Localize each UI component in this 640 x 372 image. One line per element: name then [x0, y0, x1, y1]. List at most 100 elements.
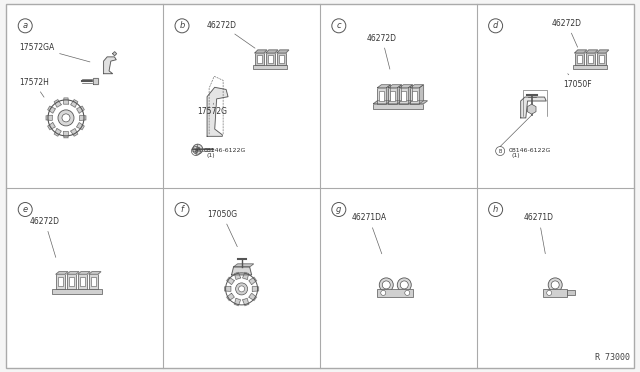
Polygon shape: [104, 57, 116, 74]
Bar: [67, 274, 76, 289]
Text: 17572GA: 17572GA: [19, 43, 90, 62]
Bar: [279, 55, 284, 63]
Bar: [52, 289, 102, 294]
Polygon shape: [234, 298, 241, 305]
Text: 46271D: 46271D: [524, 213, 554, 254]
Bar: [78, 274, 87, 289]
Bar: [377, 289, 413, 297]
Polygon shape: [388, 85, 401, 88]
Circle shape: [404, 291, 410, 295]
Text: 17572G: 17572G: [198, 103, 228, 116]
Polygon shape: [521, 97, 546, 118]
Bar: [596, 53, 605, 65]
Text: e: e: [22, 205, 28, 214]
Polygon shape: [575, 50, 587, 53]
Polygon shape: [408, 85, 412, 104]
Polygon shape: [113, 52, 116, 56]
Bar: [598, 55, 604, 63]
Text: B: B: [196, 147, 200, 152]
Polygon shape: [419, 85, 424, 104]
Text: R 73000: R 73000: [595, 353, 630, 362]
Polygon shape: [387, 85, 390, 104]
Polygon shape: [80, 115, 86, 121]
Polygon shape: [255, 50, 267, 53]
Bar: [380, 91, 385, 101]
Text: (1): (1): [511, 153, 520, 157]
Polygon shape: [596, 50, 609, 53]
Circle shape: [236, 283, 248, 295]
Bar: [575, 53, 584, 65]
Text: 46272D: 46272D: [367, 33, 397, 69]
Text: f: f: [180, 205, 184, 214]
Polygon shape: [232, 267, 252, 275]
Bar: [410, 88, 419, 104]
Polygon shape: [234, 264, 253, 267]
Bar: [412, 91, 417, 101]
Polygon shape: [227, 293, 234, 301]
Polygon shape: [56, 272, 68, 274]
Bar: [69, 277, 74, 286]
Text: c: c: [337, 21, 341, 30]
Text: 17050G: 17050G: [207, 210, 237, 247]
Circle shape: [381, 291, 386, 295]
Bar: [378, 88, 387, 104]
Polygon shape: [243, 298, 249, 305]
Bar: [588, 55, 593, 63]
Polygon shape: [249, 293, 257, 301]
Polygon shape: [410, 85, 424, 88]
Text: 17572H: 17572H: [19, 78, 49, 97]
Bar: [56, 274, 65, 289]
Text: b: b: [179, 21, 185, 30]
Text: 46272D: 46272D: [207, 21, 255, 48]
Bar: [586, 53, 595, 65]
Polygon shape: [63, 98, 68, 104]
Bar: [390, 91, 396, 101]
Bar: [80, 277, 85, 286]
Polygon shape: [252, 286, 259, 291]
Circle shape: [548, 278, 562, 292]
Bar: [573, 65, 607, 69]
Text: 46272D: 46272D: [30, 217, 60, 257]
Bar: [543, 289, 567, 297]
Circle shape: [193, 144, 203, 154]
Circle shape: [239, 286, 244, 292]
Circle shape: [400, 281, 408, 289]
Text: h: h: [493, 205, 499, 214]
Text: 17050F: 17050F: [563, 74, 591, 89]
Text: 08146-6122G: 08146-6122G: [204, 148, 246, 153]
Polygon shape: [399, 85, 412, 88]
Bar: [401, 91, 406, 101]
Circle shape: [380, 278, 393, 292]
Circle shape: [547, 291, 552, 295]
Polygon shape: [67, 272, 79, 274]
Bar: [388, 88, 397, 104]
Polygon shape: [227, 278, 234, 285]
Polygon shape: [46, 115, 52, 121]
Text: B: B: [499, 148, 502, 154]
Bar: [266, 53, 275, 65]
Polygon shape: [586, 50, 598, 53]
Polygon shape: [225, 286, 231, 291]
Bar: [268, 55, 273, 63]
Bar: [91, 277, 96, 286]
Text: 46272D: 46272D: [552, 19, 582, 47]
Polygon shape: [249, 278, 257, 285]
Polygon shape: [207, 87, 228, 136]
Bar: [577, 55, 582, 63]
Text: 46271DA: 46271DA: [351, 213, 387, 254]
Polygon shape: [243, 272, 249, 279]
Text: 08146-6122G: 08146-6122G: [508, 148, 550, 153]
Polygon shape: [54, 100, 61, 107]
Circle shape: [397, 278, 412, 292]
Bar: [567, 290, 575, 295]
Polygon shape: [373, 101, 428, 104]
Polygon shape: [89, 272, 101, 274]
Polygon shape: [93, 78, 98, 84]
Bar: [89, 274, 98, 289]
Circle shape: [58, 110, 74, 126]
Polygon shape: [77, 106, 84, 113]
Bar: [399, 88, 408, 104]
Polygon shape: [78, 272, 90, 274]
Polygon shape: [266, 50, 278, 53]
Bar: [373, 104, 424, 109]
